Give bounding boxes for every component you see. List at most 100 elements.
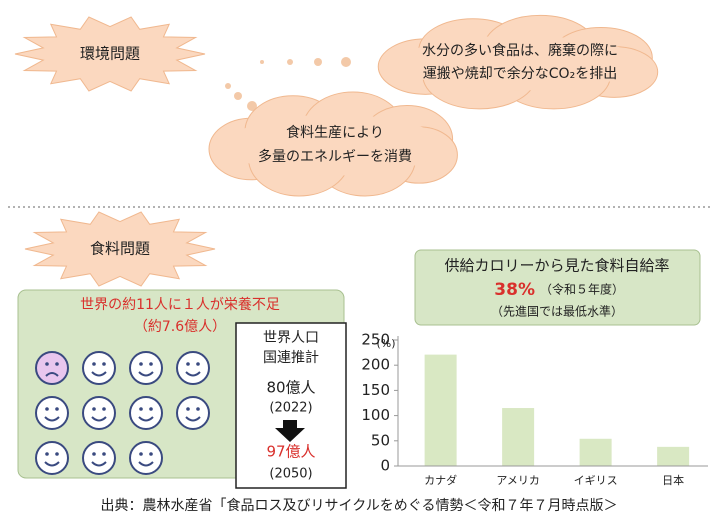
mouth: [138, 371, 154, 377]
cloud-core: [227, 114, 443, 176]
box-text: (2050): [269, 467, 312, 482]
eye: [196, 407, 200, 411]
mouth: [185, 416, 201, 422]
y-tick-label: 150: [361, 381, 390, 399]
mouth: [138, 461, 154, 467]
mouth: [138, 416, 154, 422]
chart-subtitle: （先進国では最低水準）: [491, 304, 623, 319]
bubble-text: 運搬や焼却で余分なCO₂を排出: [423, 65, 617, 82]
box-text: 世界人口: [263, 330, 319, 346]
source: 出典：農林水産省「食品ロス及びリサイクルをめぐる情勢＜令和７年７月時点版＞: [100, 497, 617, 514]
dot: [247, 101, 257, 111]
cloud: [208, 91, 458, 197]
mouth: [45, 372, 59, 377]
eye: [102, 407, 106, 411]
eye: [92, 452, 96, 456]
face: [35, 351, 69, 385]
x-tick-label: イギリス: [574, 474, 618, 487]
heading: 環境問題: [80, 45, 140, 63]
highlight-note: （令和５年度）: [540, 282, 624, 297]
stat-text: 世界の約11人に１人が栄養不足: [80, 296, 280, 313]
eye: [45, 362, 49, 366]
starburst: [24, 211, 216, 287]
face-outline: [129, 396, 163, 430]
x-tick-label: カナダ: [424, 473, 457, 487]
x-tick-label: アメリカ: [496, 474, 539, 487]
y-tick-label: 0: [380, 457, 390, 475]
face-outline: [129, 441, 163, 475]
face-outline: [35, 396, 69, 430]
eye: [186, 407, 190, 411]
bar: [657, 446, 690, 466]
y-tick-label: 200: [361, 356, 390, 374]
dot: [234, 92, 242, 100]
eye: [149, 407, 153, 411]
bubble-text: 水分の多い食品は、廃棄の際に: [422, 42, 618, 59]
eye: [55, 452, 59, 456]
eye: [55, 407, 59, 411]
stat-text: （約7.6億人）: [134, 319, 226, 335]
mouth: [91, 371, 107, 377]
highlight: 38%: [494, 280, 535, 300]
starburst: [14, 16, 206, 92]
eye: [92, 362, 96, 366]
face: [82, 441, 116, 475]
face: [176, 396, 210, 430]
face-outline: [129, 351, 163, 385]
population-box: [235, 322, 347, 489]
bubble-text: 食料生産により: [286, 124, 384, 141]
eye: [55, 362, 59, 366]
face-outline: [35, 351, 69, 385]
box-text: 80億人: [266, 379, 315, 397]
eye: [45, 452, 49, 456]
mouth: [44, 416, 60, 422]
dot: [314, 58, 322, 66]
mouth: [91, 461, 107, 467]
eye: [186, 362, 190, 366]
decorations: [8, 14, 712, 489]
face: [129, 396, 163, 430]
face: [176, 351, 210, 385]
bar: [579, 438, 612, 466]
face-outline: [176, 351, 210, 385]
bubble-text: 多量のエネルギーを消費: [258, 148, 412, 165]
y-tick-label: 50: [371, 431, 390, 449]
arrow: [275, 420, 305, 442]
face: [35, 396, 69, 430]
dot: [287, 59, 293, 65]
eye: [139, 407, 143, 411]
box-text: 97億人: [266, 443, 315, 461]
dot: [225, 83, 231, 89]
y-axis-label: (%): [376, 337, 395, 350]
bar: [502, 408, 535, 466]
box-text: 国連推計: [263, 350, 319, 366]
face-outline: [35, 441, 69, 475]
heading: 食料問題: [90, 240, 150, 258]
y-tick-label: 100: [361, 406, 390, 424]
dot: [260, 60, 264, 64]
face: [35, 441, 69, 475]
face: [82, 351, 116, 385]
chart-title: 供給カロリーから見た食料自給率: [444, 257, 669, 275]
bar: [424, 354, 457, 466]
face-outline: [82, 396, 116, 430]
x-tick-label: 日本: [662, 473, 684, 487]
eye: [102, 362, 106, 366]
eye: [139, 452, 143, 456]
face-outline: [176, 396, 210, 430]
face-outline: [82, 351, 116, 385]
eye: [196, 362, 200, 366]
eye: [102, 452, 106, 456]
mouth: [44, 461, 60, 467]
dot: [341, 57, 351, 67]
eye: [139, 362, 143, 366]
mouth: [91, 416, 107, 422]
chart-title-box: [414, 249, 701, 326]
box-text: (2022): [269, 401, 312, 416]
face-outline: [82, 441, 116, 475]
face: [129, 351, 163, 385]
mouth: [185, 371, 201, 377]
cloud-core: [398, 35, 642, 91]
face: [129, 441, 163, 475]
